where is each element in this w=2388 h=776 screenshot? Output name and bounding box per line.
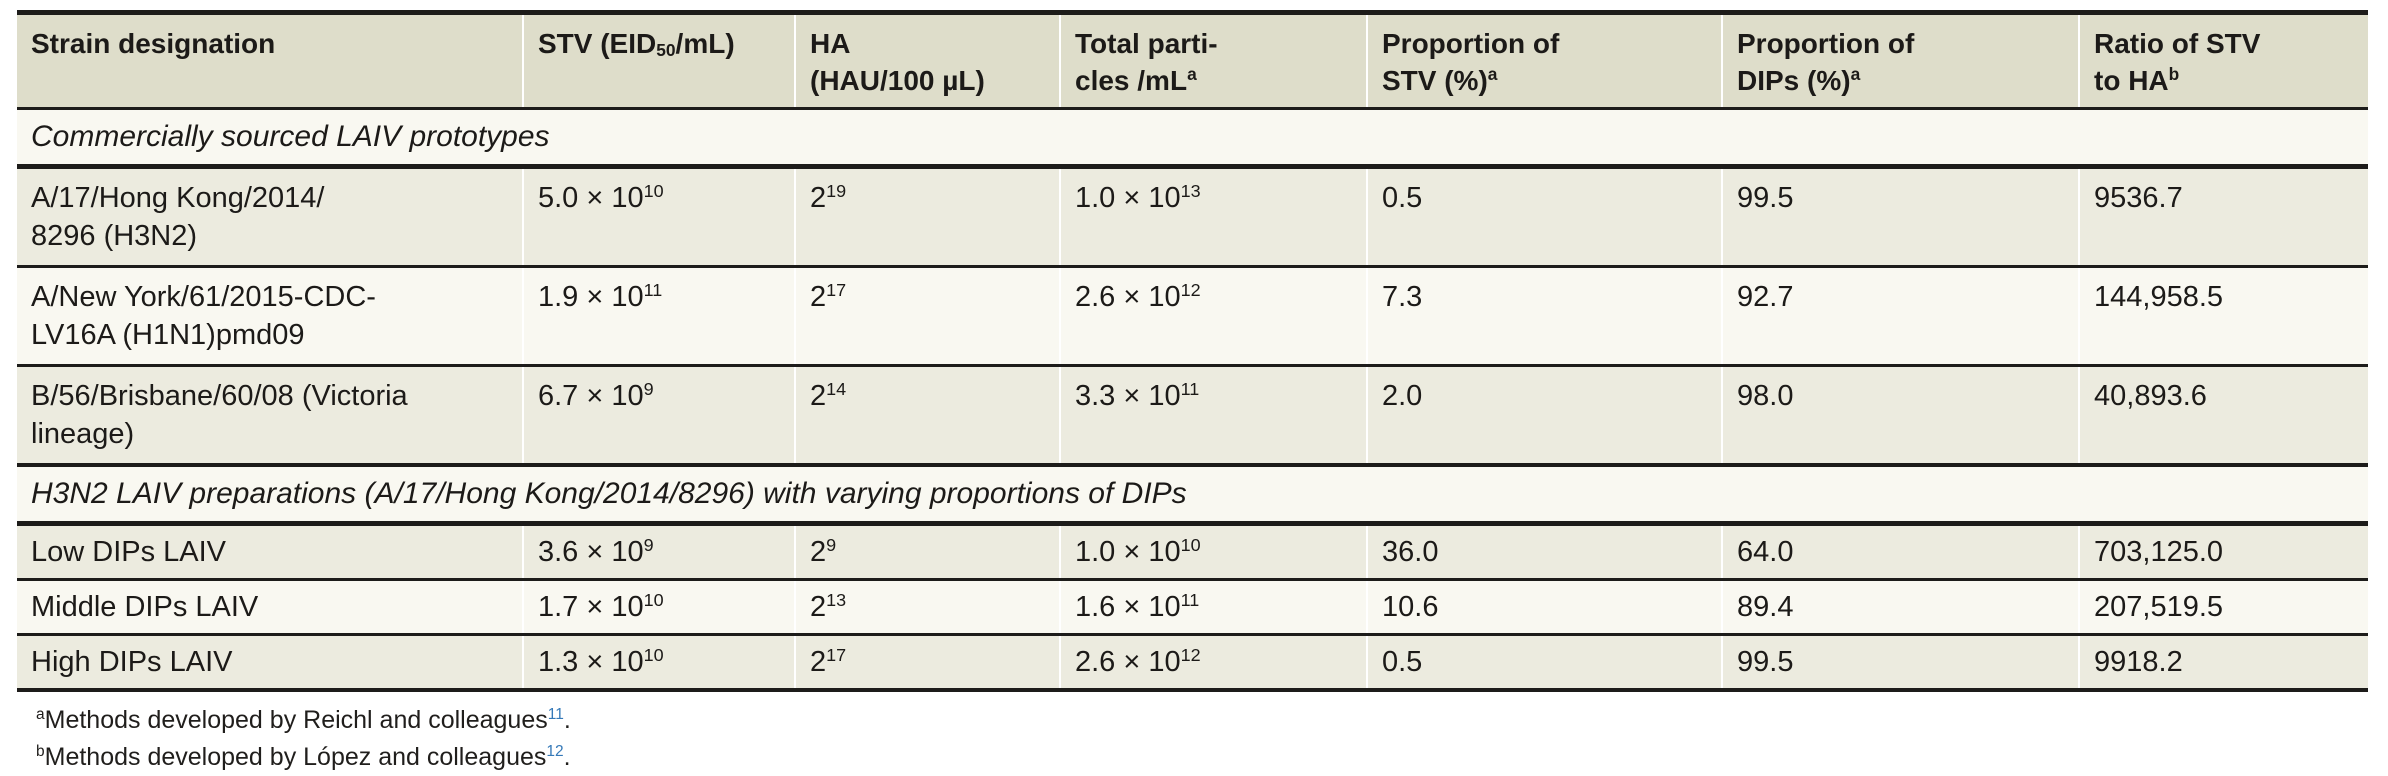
exponent: 17 — [826, 645, 847, 666]
exponent: 9 — [643, 535, 654, 556]
footnote-a: aMethods developed by Reichl and colleag… — [36, 702, 2388, 739]
table-row-high-dips: High DIPs LAIV 1.3 × 1010 217 2.6 × 1012… — [17, 634, 2368, 690]
footnotes: aMethods developed by Reichl and colleag… — [36, 702, 2388, 776]
cell-strain: B/56/Brisbane/60/08 (Victoria lineage) — [17, 365, 523, 465]
cell-prop-dips: 92.7 — [1721, 266, 2079, 366]
footnote-marker-b: b — [36, 743, 45, 761]
exponent: 9 — [643, 379, 654, 400]
cell-prop-stv: 0.5 — [1366, 634, 1722, 690]
cell-prop-stv: 2.0 — [1366, 365, 1722, 465]
cell-stv: 1.7 × 1010 — [522, 579, 795, 635]
cell-stv: 1.9 × 1011 — [522, 266, 795, 366]
cell-ha: 213 — [794, 579, 1060, 635]
table-row-brisbane: B/56/Brisbane/60/08 (Victoria lineage) 6… — [17, 365, 2368, 465]
cell-strain: Middle DIPs LAIV — [17, 579, 523, 635]
cell-ratio: 40,893.6 — [2078, 365, 2368, 465]
cell-ha: 217 — [794, 266, 1060, 366]
laiv-table: Strain designation STV (EID50/mL) HA (HAU… — [17, 10, 2368, 692]
cell-strain: A/New York/61/2015-CDC- LV16A (H1N1)pmd0… — [17, 266, 523, 366]
table-row-hongkong: A/17/Hong Kong/2014/ 8296 (H3N2) 5.0 × 1… — [17, 166, 2368, 267]
column-header-ratio: Ratio of STV to HAb — [2078, 12, 2368, 109]
cell-particles: 1.6 × 1011 — [1059, 579, 1367, 635]
section-label: H3N2 LAIV preparations (A/17/Hong Kong/2… — [31, 477, 1187, 510]
exponent: 10 — [1180, 535, 1201, 556]
footnote-marker-a: a — [1850, 64, 1861, 85]
cell-prop-stv: 7.3 — [1366, 266, 1722, 366]
cell-prop-dips: 89.4 — [1721, 579, 2079, 635]
cell-strain: Low DIPs LAIV — [17, 523, 523, 580]
cell-ha: 29 — [794, 523, 1060, 580]
section-row-commercial: Commercially sourced LAIV prototypes — [17, 108, 2368, 167]
table-row-middle-dips: Middle DIPs LAIV 1.7 × 1010 213 1.6 × 10… — [17, 579, 2368, 635]
cell-ha: 214 — [794, 365, 1060, 465]
exponent: 11 — [643, 280, 663, 301]
cell-prop-stv: 36.0 — [1366, 523, 1722, 580]
exponent: 13 — [826, 590, 847, 611]
cell-particles: 1.0 × 1010 — [1059, 523, 1367, 580]
exponent: 19 — [826, 181, 847, 202]
cell-ratio: 207,519.5 — [2078, 579, 2368, 635]
column-header-strain: Strain designation — [31, 28, 276, 59]
cell-particles: 2.6 × 1012 — [1059, 266, 1367, 366]
table-row-low-dips: Low DIPs LAIV 3.6 × 109 29 1.0 × 1010 36… — [17, 523, 2368, 580]
footnote-a-text: Methods developed by Reichl and colleagu… — [44, 706, 548, 734]
cell-ratio: 703,125.0 — [2078, 523, 2368, 580]
footnote-marker-b: b — [2168, 64, 2180, 85]
cell-stv: 6.7 × 109 — [522, 365, 795, 465]
section-label: Commercially sourced LAIV prototypes — [31, 120, 550, 153]
section-row-h3n2-preps: H3N2 LAIV preparations (A/17/Hong Kong/2… — [17, 465, 2368, 524]
exponent: 10 — [643, 181, 664, 202]
cell-prop-dips: 99.5 — [1721, 634, 2079, 690]
exponent: 9 — [826, 535, 837, 556]
footnote-marker-a: a — [36, 706, 45, 724]
cell-ha: 217 — [794, 634, 1060, 690]
subscript-50: 50 — [656, 40, 676, 61]
cell-stv: 5.0 × 1010 — [522, 166, 795, 267]
exponent: 11 — [1180, 379, 1200, 400]
cell-particles: 2.6 × 1012 — [1059, 634, 1367, 690]
cell-particles: 1.0 × 1013 — [1059, 166, 1367, 267]
cell-stv: 3.6 × 109 — [522, 523, 795, 580]
exponent: 12 — [1180, 645, 1201, 666]
cell-ha: 219 — [794, 166, 1060, 267]
column-header-particles: Total parti-cles /mLa — [1059, 12, 1367, 109]
cell-ratio: 9918.2 — [2078, 634, 2368, 690]
cell-strain: A/17/Hong Kong/2014/ 8296 (H3N2) — [17, 166, 523, 267]
footnote-b: bMethods developed by López and colleagu… — [36, 739, 2388, 776]
column-header-stv: STV (EID50/mL) — [522, 12, 795, 109]
cell-particles: 3.3 × 1011 — [1059, 365, 1367, 465]
exponent: 10 — [643, 590, 664, 611]
footnote-ref-link-12[interactable]: 12 — [546, 743, 564, 761]
footnote-ref-link-11[interactable]: 11 — [547, 706, 564, 724]
exponent: 12 — [1180, 280, 1201, 301]
column-header-prop-dips: Proportion of DIPs (%)a — [1721, 12, 2079, 109]
exponent: 14 — [826, 379, 847, 400]
column-header-prop-stv: Proportion of STV (%)a — [1366, 12, 1722, 109]
cell-stv: 1.3 × 1010 — [522, 634, 795, 690]
exponent: 17 — [826, 280, 847, 301]
footnote-marker-a: a — [1187, 64, 1197, 85]
exponent: 10 — [643, 645, 664, 666]
exponent: 11 — [1180, 590, 1200, 611]
cell-prop-dips: 64.0 — [1721, 523, 2079, 580]
cell-prop-dips: 98.0 — [1721, 365, 2079, 465]
cell-prop-stv: 0.5 — [1366, 166, 1722, 267]
cell-ratio: 144,958.5 — [2078, 266, 2368, 366]
cell-prop-dips: 99.5 — [1721, 166, 2079, 267]
table-header: Strain designation STV (EID50/mL) HA (HAU… — [17, 12, 2368, 109]
header-row: Strain designation STV (EID50/mL) HA (HAU… — [17, 12, 2368, 109]
footnote-a-period: . — [563, 706, 571, 734]
exponent: 13 — [1180, 181, 1201, 202]
cell-strain: High DIPs LAIV — [17, 634, 523, 690]
footnote-b-period: . — [563, 743, 571, 771]
footnote-b-text: Methods developed by López and colleague… — [44, 743, 547, 771]
cell-ratio: 9536.7 — [2078, 166, 2368, 267]
footnote-marker-a: a — [1487, 64, 1498, 85]
table-row-newyork: A/New York/61/2015-CDC- LV16A (H1N1)pmd0… — [17, 266, 2368, 366]
column-header-ha: HA (HAU/100 µL) — [794, 12, 1060, 109]
cell-prop-stv: 10.6 — [1366, 579, 1722, 635]
